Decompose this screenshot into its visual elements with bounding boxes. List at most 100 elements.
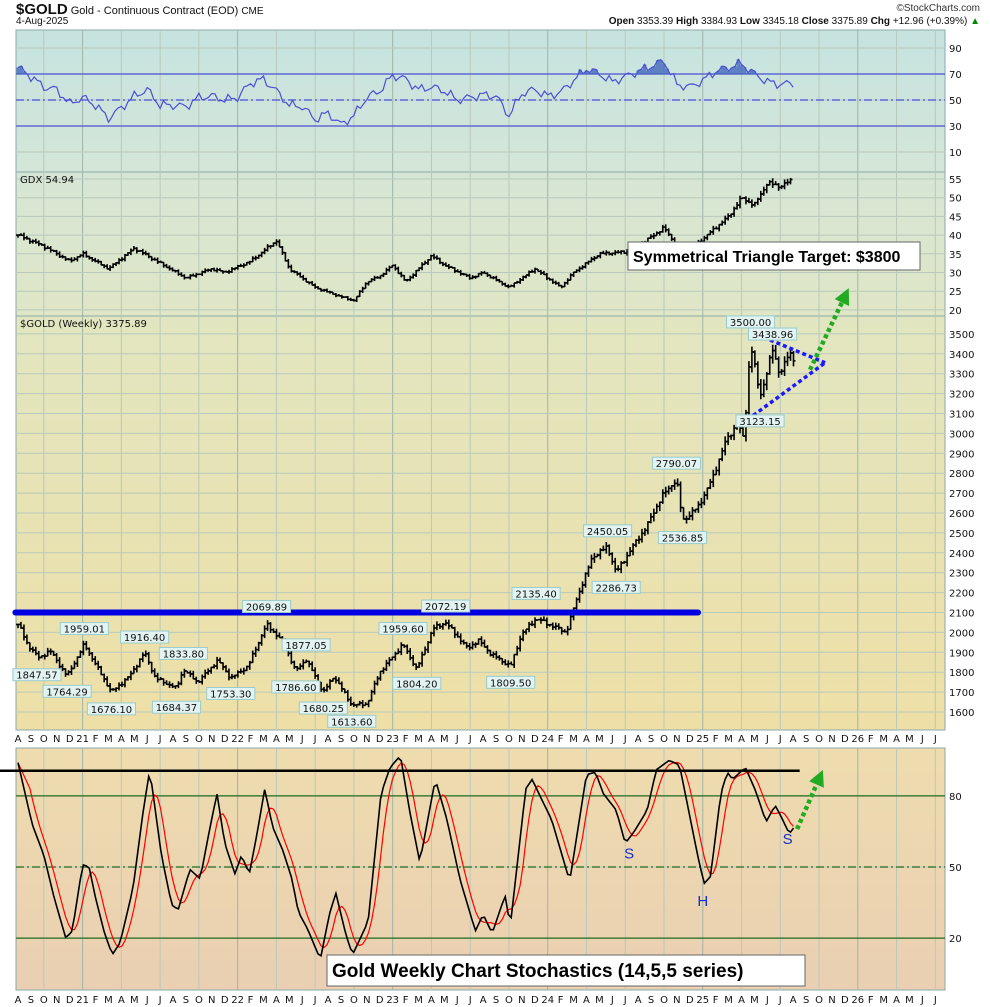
x-tick-label: M: [724, 995, 733, 1006]
x-tick-label: F: [558, 734, 564, 745]
x-tick-label: O: [350, 734, 358, 745]
x-tick-label: J: [778, 995, 782, 1006]
x-tick-label: S: [28, 995, 34, 1006]
price-annotation: 2790.07: [651, 456, 702, 470]
x-tick-label: J: [455, 995, 459, 1006]
x-tick-label: M: [130, 734, 139, 745]
x-tick-label: F: [713, 734, 719, 745]
x-tick-label: N: [53, 995, 60, 1006]
price-annotation: 2450.05: [583, 524, 633, 538]
x-tick-label: N: [518, 734, 525, 745]
x-tick-label: D: [376, 995, 384, 1006]
x-tick-label: J: [920, 734, 924, 745]
x-tick-label: A: [738, 734, 745, 745]
gold-y-tick-label: 2600: [949, 509, 974, 520]
high-label: High: [675, 16, 699, 27]
stochastics-callout-text: Gold Weekly Chart Stochastics (14,5,5 se…: [332, 961, 744, 982]
high-value: 3384.93: [700, 16, 738, 27]
rsi-panel: [15, 29, 946, 173]
gold-y-tick-label: 1600: [949, 708, 974, 719]
x-tick-label: A: [118, 995, 125, 1006]
x-tick-label: F: [248, 995, 254, 1006]
gold-y-tick-label: 3000: [949, 429, 974, 440]
gold-y-tick-label: 2100: [949, 609, 974, 620]
x-tick-label: J: [920, 995, 924, 1006]
gold-y-tick-label: 2700: [949, 489, 974, 500]
x-tick-label: M: [104, 995, 113, 1006]
x-tick-label: F: [868, 995, 874, 1006]
price-annotation-text: 2069.89: [246, 602, 287, 613]
stochastics-panel: [15, 747, 946, 991]
price-annotation-text: 2072.19: [425, 602, 466, 613]
x-tick-label: J: [455, 734, 459, 745]
price-annotation-text: 1786.60: [275, 683, 316, 694]
price-annotation: 2536.85: [657, 531, 708, 545]
x-tick-label: N: [673, 734, 680, 745]
x-tick-label: A: [583, 734, 590, 745]
price-annotation: 1613.60: [327, 714, 377, 728]
x-tick-label: S: [183, 734, 189, 745]
price-annotation-box: [511, 586, 561, 600]
rsi-y-tick-label: 90: [949, 44, 962, 55]
x-tick-label: A: [273, 734, 280, 745]
price-annotation: 2072.19: [421, 599, 471, 613]
x-tick-label: F: [403, 734, 409, 745]
price-annotation-text: 1916.40: [124, 633, 165, 644]
x-tick-label: 22: [231, 734, 244, 745]
x-tick-label: 24: [541, 734, 554, 745]
gold-target-arrow-shaft: [807, 301, 844, 371]
price-annotation-text: 1753.30: [210, 689, 251, 700]
stoch-d-line: [17, 761, 794, 949]
x-tick-label: A: [790, 995, 797, 1006]
x-tick-label: O: [660, 995, 668, 1006]
x-tick-label: O: [195, 995, 203, 1006]
x-tick-label: J: [158, 995, 162, 1006]
price-annotation: 1916.40: [120, 630, 170, 644]
x-tick-label: J: [300, 995, 304, 1006]
x-tick-label: N: [518, 995, 525, 1006]
chart-marks: AASSOONNDD2121FFMMAAMMJJJJAASSOONNDD2222…: [0, 44, 974, 1006]
x-tick-label: 24: [541, 995, 554, 1006]
price-annotation-box: [392, 676, 442, 690]
x-tick-label: S: [338, 734, 344, 745]
price-annotation-box: [651, 456, 702, 470]
symbol: $GOLD: [16, 1, 68, 18]
gold-panel: [15, 315, 946, 731]
price-annotation: 2135.40: [511, 586, 561, 600]
exchange: CME: [241, 6, 264, 17]
price-annotation-box: [241, 599, 292, 613]
x-tick-label: M: [285, 734, 294, 745]
x-tick-label: A: [738, 995, 745, 1006]
x-tick-label: J: [300, 734, 304, 745]
stochastics-callout: Gold Weekly Chart Stochastics (14,5,5 se…: [326, 954, 806, 987]
price-annotation: 3500.00: [726, 315, 776, 329]
stoch-target-arrow-shaft: [795, 783, 819, 830]
head-shoulders-label: S: [624, 845, 634, 862]
gold-y-tick-label: 2300: [949, 569, 974, 580]
x-tick-label: F: [93, 995, 99, 1006]
x-tick-label: N: [208, 995, 215, 1006]
x-tick-label: M: [750, 734, 759, 745]
gold-y-tick-label: 2900: [949, 449, 974, 460]
gold-y-tick-label: 3100: [949, 410, 974, 421]
price-annotation-box: [378, 621, 428, 635]
x-tick-label: A: [635, 995, 642, 1006]
price-annotation-text: 1877.05: [285, 641, 326, 652]
stoch-y-tick-label: 20: [949, 934, 962, 945]
x-tick-label: 25: [696, 734, 709, 745]
price-annotation: 1959.01: [59, 622, 109, 636]
ohlc-summary: Open 3353.39 High 3384.93 Low 3345.18 Cl…: [609, 16, 980, 27]
x-tick-label: M: [724, 734, 733, 745]
copyright: ©StockCharts.com: [896, 3, 980, 14]
x-tick-label: D: [66, 995, 74, 1006]
gdx-y-tick-label: 50: [949, 194, 962, 205]
x-tick-label: M: [595, 734, 604, 745]
x-tick-label: N: [828, 995, 835, 1006]
low-value: 3345.18: [762, 16, 799, 27]
rsi-y-tick-label: 50: [949, 96, 962, 107]
x-tick-label: 23: [386, 734, 399, 745]
x-tick-label: D: [841, 734, 849, 745]
chart-date: 4-Aug-2025: [16, 16, 69, 27]
price-annotation-box: [151, 700, 202, 714]
x-tick-label: S: [803, 995, 809, 1006]
